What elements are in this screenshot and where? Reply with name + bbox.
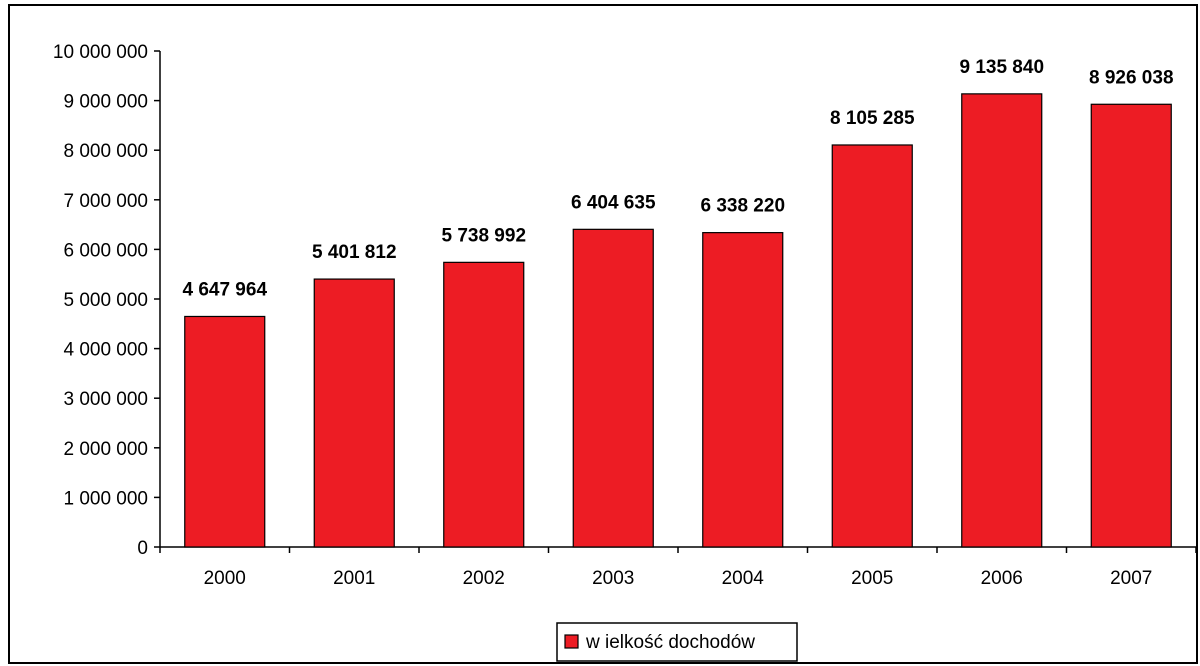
bar [961, 93, 1043, 548]
x-tick-label: 2007 [1110, 568, 1152, 589]
y-axis: 0 1 000 000 2 000 000 3 000 000 4 000 000 5 0… [53, 42, 161, 559]
bar-series [184, 93, 1172, 548]
y-tick-label: 3 000 000 [63, 389, 148, 410]
y-tick-label: 8 000 000 [63, 141, 148, 162]
data-labels: 4 647 964 5 401 812 5 738 992 6 404 635 6 33… [182, 57, 1173, 301]
data-label: 8 105 285 [830, 108, 915, 129]
x-tick-label: 2000 [204, 568, 246, 589]
bar [313, 278, 395, 548]
x-tick-label: 2006 [981, 568, 1023, 589]
data-label: 6 404 635 [571, 192, 656, 213]
bar [443, 261, 525, 548]
bar [1090, 103, 1172, 548]
bar [184, 315, 266, 548]
legend: w ielkość dochodów [556, 622, 798, 662]
bar [572, 228, 654, 548]
data-label: 6 338 220 [700, 196, 785, 217]
y-tick-label: 7 000 000 [63, 191, 148, 212]
x-axis: 2000 2001 2002 2003 2004 2005 2006 2007 [159, 546, 1197, 589]
y-tick-label: 9 000 000 [63, 92, 148, 113]
y-tick-label: 0 [137, 538, 148, 559]
legend-label: w ielkość dochodów [585, 632, 755, 653]
data-label: 5 401 812 [312, 242, 397, 263]
data-label: 5 738 992 [441, 225, 526, 246]
x-tick-label: 2005 [851, 568, 893, 589]
y-tick-label: 2 000 000 [63, 439, 148, 460]
legend-box [556, 622, 798, 662]
data-label: 8 926 038 [1089, 67, 1174, 88]
y-tick-label: 4 000 000 [63, 340, 148, 361]
y-tick-label: 10 000 000 [53, 42, 148, 63]
x-tick-label: 2001 [333, 568, 375, 589]
data-label: 9 135 840 [959, 57, 1044, 78]
data-label: 4 647 964 [182, 279, 267, 300]
x-tick-label: 2002 [463, 568, 505, 589]
bar [702, 232, 784, 548]
legend-swatch [564, 634, 579, 649]
x-tick-label: 2004 [722, 568, 765, 589]
y-tick-label: 1 000 000 [63, 488, 148, 509]
x-tick-label: 2003 [592, 568, 634, 589]
y-tick-label: 5 000 000 [63, 290, 148, 311]
y-tick-label: 6 000 000 [63, 240, 148, 261]
bar [831, 144, 913, 548]
